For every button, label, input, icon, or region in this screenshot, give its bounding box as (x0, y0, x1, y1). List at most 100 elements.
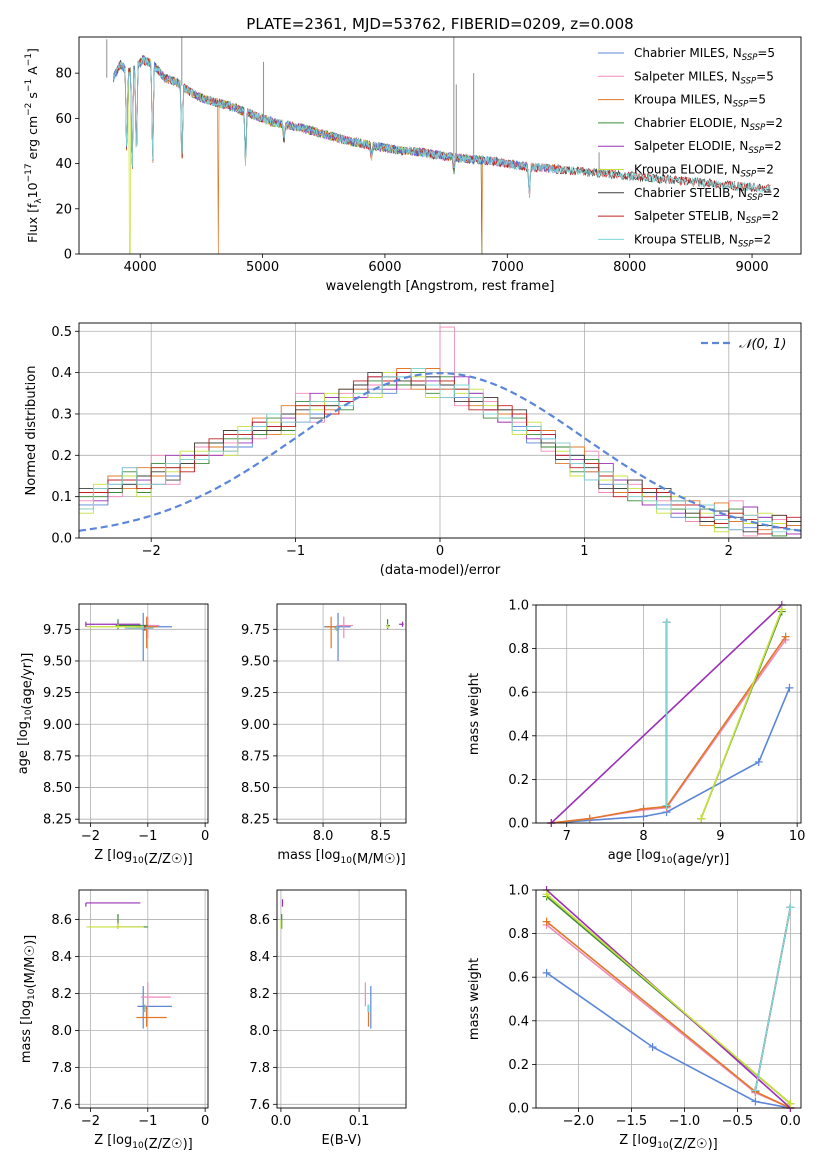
legend-label-chabrier_stelib: Chabrier STELIB, NSSP=2 (634, 186, 780, 203)
x-tick-label: 7000 (491, 260, 524, 275)
y-tick-label: 1.0 (508, 884, 529, 899)
y-tick-label: 9.50 (43, 654, 72, 669)
y-tick-label: 20 (55, 202, 72, 217)
y-tick-label: 0.2 (51, 449, 72, 464)
x-axis-label: mass [log10(M/M☉)] (277, 848, 405, 867)
y-tick-label: 7.6 (249, 1098, 270, 1113)
x-tick-label: 2 (725, 544, 733, 559)
legend-label-gaussian: 𝒩(0, 1) (739, 337, 786, 352)
y-tick-label: 0.8 (508, 642, 529, 657)
x-axis-label: Z [log10(Z/Z☉)] (94, 1133, 192, 1152)
x-tick-label: −1 (286, 544, 305, 559)
weight-marker-kroupa_miles (585, 814, 594, 823)
y-tick-label: 8.2 (249, 987, 270, 1002)
y-tick-label: 7.8 (51, 1061, 72, 1076)
x-tick-label: 4000 (124, 260, 157, 275)
axes-frame (78, 322, 802, 539)
weight-marker-kroupa_miles (542, 917, 551, 926)
y-tick-label: 0.4 (508, 1014, 529, 1029)
x-tick-label: 8 (639, 829, 647, 844)
x-tick-label: −1 (138, 1114, 157, 1129)
x-tick-label: −1.0 (669, 1114, 701, 1129)
x-tick-label: 10 (789, 829, 806, 844)
weight-marker-chabrier_miles (648, 1042, 657, 1051)
weight-marker-kroupa_elodie (786, 1099, 795, 1108)
panel-6: −2 −1 0 7.6 7.8 8.0 8.2 8.4 8.6 Z [log10(Z/Z☉)] ma… (19, 889, 209, 1152)
y-tick-label: 8.75 (43, 749, 72, 764)
x-tick-label: 8.5 (370, 829, 391, 844)
y-tick-label: 0.4 (51, 366, 72, 381)
y-tick-label: 7.6 (51, 1098, 72, 1113)
y-tick-label: 60 (55, 112, 72, 127)
y-tick-label: 8.2 (51, 987, 72, 1002)
legend-label-salpeter_stelib: Salpeter STELIB, NSSP=2 (634, 209, 779, 226)
y-tick-label: 9.25 (241, 686, 270, 701)
y-tick-label: 0.5 (51, 325, 72, 340)
y-tick-label: 0.4 (508, 729, 529, 744)
y-tick-label: 0 (64, 248, 72, 263)
y-tick-label: 0.0 (51, 532, 72, 547)
x-tick-label: 5000 (246, 260, 279, 275)
x-tick-label: 7 (563, 829, 571, 844)
y-tick-label: 8.50 (241, 781, 270, 796)
panel-4: 8.0 8.5 8.25 8.50 8.75 9.00 9.25 9.50 9.75 mass [… (241, 603, 407, 867)
axes-frame (78, 889, 209, 1109)
panel-3: −2 −1 0 8.25 8.50 8.75 9.00 9.25 9.50 9.75 Z [log1… (16, 603, 209, 867)
y-tick-label: 8.0 (51, 1024, 72, 1039)
x-axis-label: wavelength [Angstrom, rest frame] (326, 279, 555, 294)
x-tick-label: −2 (81, 829, 100, 844)
x-tick-label: −1.5 (616, 1114, 648, 1129)
y-tick-label: 7.8 (249, 1061, 270, 1076)
y-axis-label: mass [log10(M/M☉)] (19, 935, 38, 1063)
axes-frame (276, 603, 407, 824)
weight-marker-kroupa_miles (639, 804, 648, 813)
x-tick-label: 0.0 (780, 1114, 801, 1129)
y-tick-label: 9.50 (241, 654, 270, 669)
weight-line-chabrier_miles (546, 972, 791, 1108)
x-tick-label: −0.5 (722, 1114, 754, 1129)
y-axis-label: Flux [fλ10−17 erg cm−2 s−1 A−1] (24, 48, 44, 243)
x-tick-label: −2 (142, 544, 161, 559)
weight-marker-kroupa_stelib (662, 618, 671, 627)
panel-7: 0.0 0.1 7.6 7.8 8.0 8.2 8.4 8.6 E(B-V) (249, 889, 407, 1148)
y-tick-label: 8.0 (249, 1024, 270, 1039)
y-tick-label: 8.4 (249, 950, 270, 965)
y-tick-label: 0.6 (508, 686, 529, 701)
y-tick-label: 0.1 (51, 490, 72, 505)
y-tick-label: 0.0 (508, 1102, 529, 1117)
x-tick-label: 1 (580, 544, 588, 559)
legend-label-salpeter_elodie: Salpeter ELODIE, NSSP=2 (634, 139, 782, 156)
legend-label-kroupa_elodie: Kroupa ELODIE, NSSP=2 (634, 163, 774, 180)
y-tick-label: 9.00 (241, 718, 270, 733)
axes-frame (535, 604, 802, 824)
y-tick-label: 8.4 (51, 950, 72, 965)
y-tick-label: 1.0 (508, 599, 529, 614)
gaussian-curve (79, 371, 801, 532)
axes-frame (78, 603, 209, 824)
panel-5: 7 8 9 10 0.0 0.2 0.4 0.6 0.8 1.0 age [log10(age/yr… (467, 599, 805, 868)
y-axis-label: mass weight (467, 958, 482, 1040)
x-axis-label: Z [log10(Z/Z☉)] (94, 848, 192, 867)
panel-8: −2.0 −1.5 −1.0 −0.5 0.0 0.0 0.2 0.4 0.6 0.8 1.0 Z [… (467, 884, 802, 1152)
weight-marker-kroupa_miles (781, 632, 790, 641)
weight-line-kroupa_stelib (754, 907, 792, 1091)
x-tick-label: 8.0 (313, 829, 334, 844)
weight-marker-chabrier_miles (785, 683, 794, 692)
y-tick-label: 40 (55, 157, 72, 172)
x-tick-label: 9 (716, 829, 724, 844)
y-axis-label: Normed distribution (24, 366, 39, 496)
x-tick-label: 0.1 (349, 1114, 370, 1129)
weight-line-kroupa_elodie (546, 893, 791, 1105)
x-axis-label: age [log10(age/yr)] (608, 848, 730, 867)
x-tick-label: −2.0 (563, 1114, 595, 1129)
weight-marker-kroupa_elodie (542, 890, 551, 899)
y-tick-label: 0.3 (51, 407, 72, 422)
y-tick-label: 9.25 (43, 686, 72, 701)
weight-marker-kroupa_stelib (751, 1086, 760, 1095)
y-tick-label: 9.75 (43, 623, 72, 638)
axes-frame (78, 36, 802, 255)
legend-label-salpeter_miles: Salpeter MILES, NSSP=5 (634, 69, 774, 86)
y-tick-label: 80 (55, 67, 72, 82)
